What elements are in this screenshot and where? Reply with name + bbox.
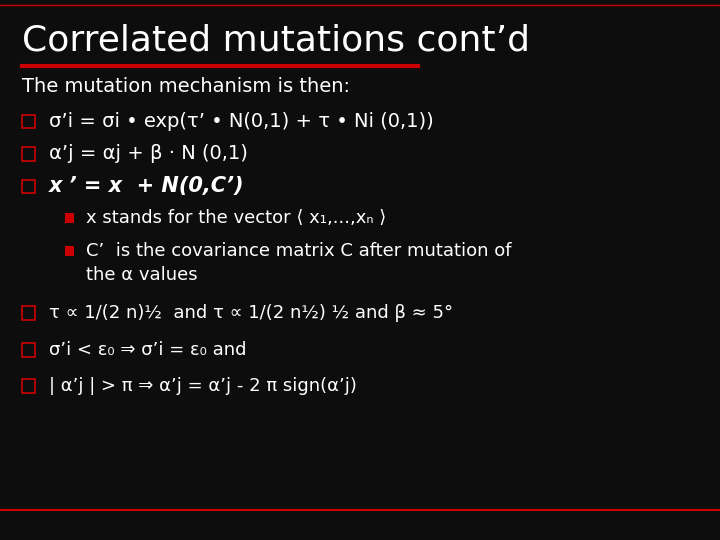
Text: The mutation mechanism is then:: The mutation mechanism is then:: [22, 77, 350, 96]
FancyBboxPatch shape: [65, 246, 74, 256]
Text: σ’i < ε₀ ⇒ σ’i = ε₀ and: σ’i < ε₀ ⇒ σ’i = ε₀ and: [49, 341, 246, 359]
Text: the α values: the α values: [86, 266, 198, 285]
Text: τ ∝ 1/(2 n)½  and τ ∝ 1/(2 n½) ½ and β ≈ 5°: τ ∝ 1/(2 n)½ and τ ∝ 1/(2 n½) ½ and β ≈ …: [49, 304, 453, 322]
Text: | α’j | > π ⇒ α’j = α’j - 2 π sign(α’j): | α’j | > π ⇒ α’j = α’j - 2 π sign(α’j): [49, 377, 357, 395]
Text: α’j = αj + β · N (0,1): α’j = αj + β · N (0,1): [49, 144, 248, 164]
FancyBboxPatch shape: [65, 213, 74, 223]
Text: σ’i = σi • exp(τ’ • N(0,1) + τ • Ni (0,1)): σ’i = σi • exp(τ’ • N(0,1) + τ • Ni (0,1…: [49, 112, 433, 131]
Text: Correlated mutations cont’d: Correlated mutations cont’d: [22, 24, 530, 57]
Text: x stands for the vector ⟨ x₁,...,xₙ ⟩: x stands for the vector ⟨ x₁,...,xₙ ⟩: [86, 209, 387, 227]
Text: x ’ = x  + N(0,C’): x ’ = x + N(0,C’): [49, 176, 245, 197]
Text: C’  is the covariance matrix C after mutation of: C’ is the covariance matrix C after muta…: [86, 242, 512, 260]
